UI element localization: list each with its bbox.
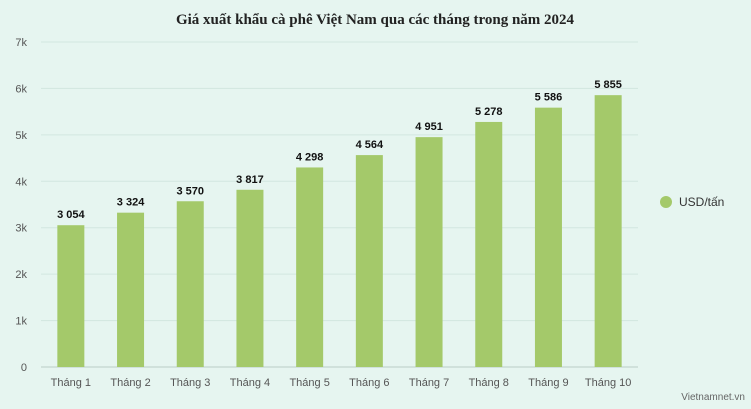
x-tick-label: Tháng 5 [289, 377, 329, 389]
bar [176, 201, 204, 367]
bar [475, 121, 503, 367]
legend[interactable]: USD/tấn [660, 195, 724, 209]
y-tick-label: 1k [15, 316, 27, 328]
legend-marker [660, 196, 672, 208]
x-tick-label: Tháng 6 [349, 377, 389, 389]
bar [534, 107, 562, 368]
x-tick-label: Tháng 1 [51, 377, 91, 389]
x-tick-label: Tháng 3 [170, 377, 210, 389]
bar [355, 155, 383, 367]
x-tick-label: Tháng 9 [528, 377, 568, 389]
bar [594, 95, 622, 368]
data-label: 4 951 [415, 121, 443, 133]
x-tick-label: Tháng 4 [230, 377, 270, 389]
bar [236, 189, 264, 367]
y-tick-label: 3k [15, 223, 27, 235]
data-label: 4 564 [356, 139, 384, 151]
y-tick-label: 0 [21, 362, 27, 374]
data-label: 3 817 [236, 174, 264, 186]
y-tick-label: 6k [15, 83, 27, 95]
bar [117, 212, 145, 367]
x-axis-labels: Tháng 1 Tháng 2 Tháng 3 Tháng 4 Tháng 5 Tháng… [51, 377, 632, 389]
data-label: 5 855 [594, 79, 622, 91]
y-tick-label: 4k [15, 176, 27, 188]
y-tick-label: 5k [15, 130, 27, 142]
x-tick-label: Tháng 7 [409, 377, 449, 389]
x-tick-label: Tháng 8 [469, 377, 509, 389]
data-label: 3 570 [176, 185, 204, 197]
bars [57, 95, 622, 368]
y-tick-label: 7k [15, 37, 27, 49]
source-credit: Vietnamnet.vn [681, 392, 745, 403]
y-tick-label: 2k [15, 269, 27, 281]
x-tick-label: Tháng 10 [585, 377, 631, 389]
legend-label: USD/tấn [679, 195, 724, 209]
x-tick-label: Tháng 2 [110, 377, 150, 389]
y-axis-ticks: 0 1k 2k 3k 4k 5k 6k 7k [15, 37, 27, 374]
data-label: 3 054 [57, 209, 85, 221]
data-label: 3 324 [117, 197, 145, 209]
data-label: 5 278 [475, 106, 503, 118]
bar [296, 167, 324, 367]
bar [57, 225, 85, 367]
data-labels: 3 054 3 324 3 570 3 817 4 298 4 564 4 951 5 278… [57, 79, 622, 221]
chart-title: Giá xuất khẩu cà phê Việt Nam qua các th… [176, 12, 575, 28]
data-label: 4 298 [296, 151, 324, 163]
data-label: 5 586 [535, 92, 563, 104]
bar [415, 137, 443, 367]
